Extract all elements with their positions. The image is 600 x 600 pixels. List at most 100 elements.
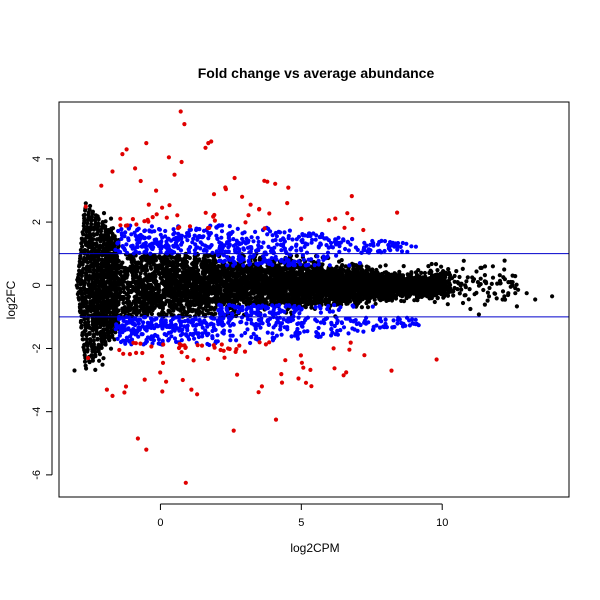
data-point bbox=[125, 296, 130, 301]
data-point bbox=[82, 320, 88, 325]
data-point bbox=[88, 337, 93, 342]
data-point bbox=[96, 247, 102, 252]
data-point bbox=[204, 308, 209, 313]
data-point bbox=[77, 262, 82, 267]
data-point bbox=[178, 286, 183, 291]
data-point bbox=[294, 253, 299, 258]
data-point bbox=[90, 209, 95, 214]
data-point bbox=[144, 302, 149, 307]
data-point bbox=[116, 258, 121, 264]
data-point bbox=[112, 296, 117, 301]
data-point bbox=[86, 265, 91, 270]
data-point bbox=[78, 247, 83, 253]
data-point bbox=[103, 304, 108, 309]
data-point bbox=[158, 263, 163, 268]
data-point bbox=[116, 308, 121, 313]
data-point bbox=[446, 267, 451, 272]
data-point bbox=[151, 273, 156, 278]
data-point bbox=[105, 238, 111, 243]
data-point bbox=[100, 362, 105, 367]
data-point bbox=[283, 266, 288, 271]
data-point bbox=[81, 213, 86, 218]
data-point bbox=[185, 264, 190, 269]
data-point bbox=[95, 336, 100, 341]
data-point bbox=[84, 273, 89, 278]
data-point bbox=[366, 265, 371, 270]
data-point bbox=[84, 337, 89, 342]
data-point bbox=[253, 258, 258, 263]
data-point bbox=[86, 313, 91, 318]
data-point bbox=[82, 237, 87, 242]
data-point bbox=[79, 323, 84, 328]
data-point bbox=[354, 268, 360, 273]
data-point bbox=[186, 306, 191, 311]
data-point bbox=[100, 338, 105, 343]
data-point bbox=[303, 305, 308, 310]
data-points bbox=[72, 109, 555, 485]
data-point bbox=[157, 303, 162, 308]
data-point bbox=[93, 350, 98, 355]
data-point bbox=[94, 226, 100, 231]
data-point bbox=[108, 346, 114, 351]
data-point bbox=[85, 224, 90, 230]
data-point bbox=[99, 345, 104, 350]
data-point bbox=[397, 272, 402, 277]
data-point bbox=[80, 244, 85, 249]
data-point bbox=[178, 278, 183, 283]
data-point bbox=[90, 290, 95, 295]
data-point bbox=[93, 354, 98, 359]
data-point bbox=[435, 296, 440, 301]
data-point bbox=[412, 298, 417, 303]
data-point bbox=[322, 299, 327, 304]
data-point bbox=[200, 310, 205, 315]
data-point bbox=[106, 298, 111, 303]
data-point bbox=[235, 266, 240, 271]
data-point bbox=[84, 259, 89, 264]
data-point bbox=[99, 342, 104, 347]
data-point bbox=[137, 265, 142, 270]
data-point bbox=[309, 305, 314, 310]
data-point bbox=[95, 315, 100, 320]
data-point bbox=[383, 263, 388, 268]
data-point bbox=[112, 337, 117, 342]
data-point bbox=[131, 310, 136, 315]
data-point bbox=[91, 342, 96, 347]
data-point bbox=[185, 280, 190, 286]
data-point bbox=[82, 359, 88, 364]
data-point bbox=[83, 311, 88, 316]
data-point bbox=[130, 263, 135, 268]
data-point bbox=[91, 242, 96, 247]
data-point bbox=[136, 260, 141, 265]
data-point bbox=[89, 353, 94, 358]
data-point bbox=[96, 221, 101, 226]
data-point bbox=[100, 221, 105, 226]
data-point bbox=[422, 270, 427, 276]
data-point bbox=[415, 298, 420, 303]
data-point bbox=[267, 295, 272, 300]
data-point bbox=[82, 353, 87, 358]
data-point bbox=[87, 359, 92, 364]
data-point bbox=[91, 338, 96, 343]
data-point bbox=[85, 347, 90, 352]
data-point bbox=[109, 334, 115, 339]
data-point bbox=[121, 286, 126, 291]
data-point bbox=[358, 299, 363, 304]
data-point bbox=[178, 306, 184, 311]
data-point bbox=[85, 221, 90, 226]
data-point bbox=[373, 301, 378, 306]
data-point bbox=[94, 320, 99, 325]
data-point bbox=[148, 264, 153, 269]
data-point bbox=[195, 308, 200, 313]
data-point bbox=[91, 267, 96, 272]
data-point bbox=[125, 292, 130, 297]
data-point bbox=[181, 264, 186, 269]
data-point bbox=[336, 301, 341, 307]
data-point bbox=[91, 334, 96, 339]
data-point bbox=[365, 305, 371, 310]
data-point bbox=[164, 312, 169, 317]
data-point bbox=[152, 278, 157, 284]
data-point bbox=[89, 222, 94, 227]
data-point bbox=[99, 265, 104, 270]
data-point bbox=[94, 309, 99, 315]
